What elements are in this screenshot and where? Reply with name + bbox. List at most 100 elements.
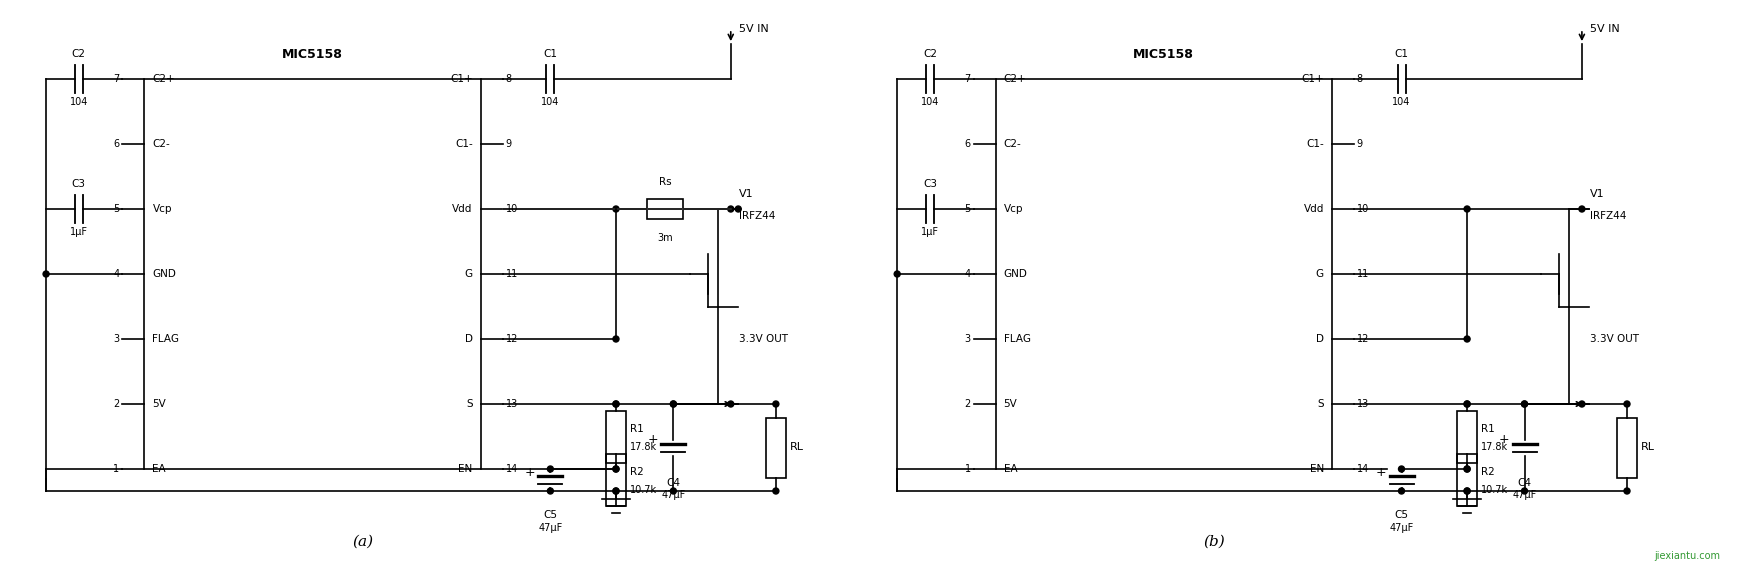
- Circle shape: [1398, 488, 1405, 494]
- Circle shape: [670, 401, 676, 407]
- Text: C2-: C2-: [1004, 139, 1021, 149]
- Circle shape: [728, 206, 733, 212]
- Text: 1: 1: [113, 464, 120, 474]
- Text: 14: 14: [1357, 464, 1369, 474]
- Text: 6: 6: [964, 139, 971, 149]
- Text: 4: 4: [113, 269, 120, 279]
- Text: IRFZ44: IRFZ44: [1589, 211, 1626, 221]
- Text: Vcp: Vcp: [1004, 204, 1023, 214]
- Text: 3: 3: [964, 334, 971, 344]
- Text: 10.7k: 10.7k: [1482, 485, 1508, 495]
- Text: GND: GND: [153, 269, 177, 279]
- Circle shape: [1464, 466, 1470, 472]
- Text: (a): (a): [353, 535, 373, 549]
- Text: 12: 12: [505, 334, 518, 344]
- Text: +: +: [525, 465, 535, 479]
- Circle shape: [1579, 206, 1584, 212]
- Text: MIC5158: MIC5158: [281, 48, 342, 61]
- Text: 3: 3: [113, 334, 120, 344]
- Circle shape: [1398, 466, 1405, 472]
- Text: 1: 1: [964, 464, 971, 474]
- Text: G: G: [1315, 269, 1324, 279]
- Circle shape: [1464, 401, 1470, 407]
- Text: 10: 10: [1357, 204, 1369, 214]
- Circle shape: [43, 271, 49, 277]
- Text: 104: 104: [1393, 97, 1410, 107]
- Circle shape: [735, 206, 742, 212]
- Text: S: S: [1317, 399, 1324, 409]
- Bar: [606, 454, 625, 506]
- Text: 3m: 3m: [657, 233, 672, 243]
- Circle shape: [613, 466, 618, 472]
- Text: C4: C4: [1518, 477, 1532, 488]
- Text: 13: 13: [505, 399, 518, 409]
- Text: R1: R1: [631, 423, 644, 434]
- Text: 5V IN: 5V IN: [738, 24, 768, 34]
- Text: C2-: C2-: [153, 139, 170, 149]
- Text: C1-: C1-: [455, 139, 472, 149]
- Circle shape: [1624, 401, 1629, 407]
- Text: 4: 4: [964, 269, 971, 279]
- Text: 3.3V OUT: 3.3V OUT: [738, 334, 789, 344]
- Text: RL: RL: [1641, 443, 1655, 452]
- Text: +: +: [1376, 465, 1386, 479]
- Circle shape: [1464, 336, 1470, 342]
- Text: R2: R2: [1482, 467, 1496, 477]
- Text: C2: C2: [71, 49, 85, 59]
- Circle shape: [1464, 488, 1470, 494]
- Text: EN: EN: [1310, 464, 1324, 474]
- Text: C1: C1: [544, 49, 558, 59]
- Text: 5: 5: [964, 204, 971, 214]
- Text: R2: R2: [631, 467, 644, 477]
- Text: C2: C2: [922, 49, 936, 59]
- Text: 5V: 5V: [1004, 399, 1018, 409]
- Bar: [766, 418, 785, 477]
- Bar: [1617, 418, 1636, 477]
- Bar: [606, 410, 625, 463]
- Text: 14: 14: [505, 464, 518, 474]
- Text: 1μF: 1μF: [69, 227, 89, 237]
- Text: D: D: [1317, 334, 1324, 344]
- Bar: [144, 79, 481, 469]
- Text: (b): (b): [1202, 535, 1225, 549]
- Circle shape: [1464, 488, 1470, 494]
- Text: IRFZ44: IRFZ44: [738, 211, 775, 221]
- Text: EA: EA: [153, 464, 167, 474]
- Text: C1: C1: [1395, 49, 1409, 59]
- Text: RL: RL: [790, 443, 804, 452]
- Text: Vcp: Vcp: [153, 204, 172, 214]
- Text: D: D: [466, 334, 472, 344]
- Text: 47μF: 47μF: [1390, 523, 1414, 533]
- Text: EN: EN: [459, 464, 472, 474]
- Text: 12: 12: [1357, 334, 1369, 344]
- Circle shape: [895, 271, 900, 277]
- Text: 8: 8: [1357, 74, 1364, 84]
- Circle shape: [1522, 401, 1527, 407]
- Text: 6: 6: [113, 139, 120, 149]
- Circle shape: [613, 488, 618, 494]
- Text: 10.7k: 10.7k: [631, 485, 657, 495]
- Circle shape: [670, 488, 676, 494]
- Text: MIC5158: MIC5158: [1133, 48, 1193, 61]
- Circle shape: [613, 336, 618, 342]
- Text: EA: EA: [1004, 464, 1018, 474]
- Bar: [1457, 410, 1476, 463]
- Text: +: +: [648, 433, 658, 446]
- Text: C4: C4: [667, 477, 681, 488]
- Circle shape: [547, 488, 554, 494]
- Text: 13: 13: [1357, 399, 1369, 409]
- Text: C5: C5: [544, 510, 558, 520]
- Text: FLAG: FLAG: [153, 334, 179, 344]
- Circle shape: [1464, 466, 1470, 472]
- Text: 17.8k: 17.8k: [1482, 442, 1508, 451]
- Circle shape: [1522, 401, 1527, 407]
- Text: 7: 7: [113, 74, 120, 84]
- Text: C2+: C2+: [153, 74, 175, 84]
- Bar: [1457, 454, 1476, 506]
- Circle shape: [1579, 401, 1584, 407]
- Text: 104: 104: [921, 97, 940, 107]
- Circle shape: [670, 401, 676, 407]
- Text: V1: V1: [738, 189, 754, 199]
- Circle shape: [613, 401, 618, 407]
- Text: 2: 2: [113, 399, 120, 409]
